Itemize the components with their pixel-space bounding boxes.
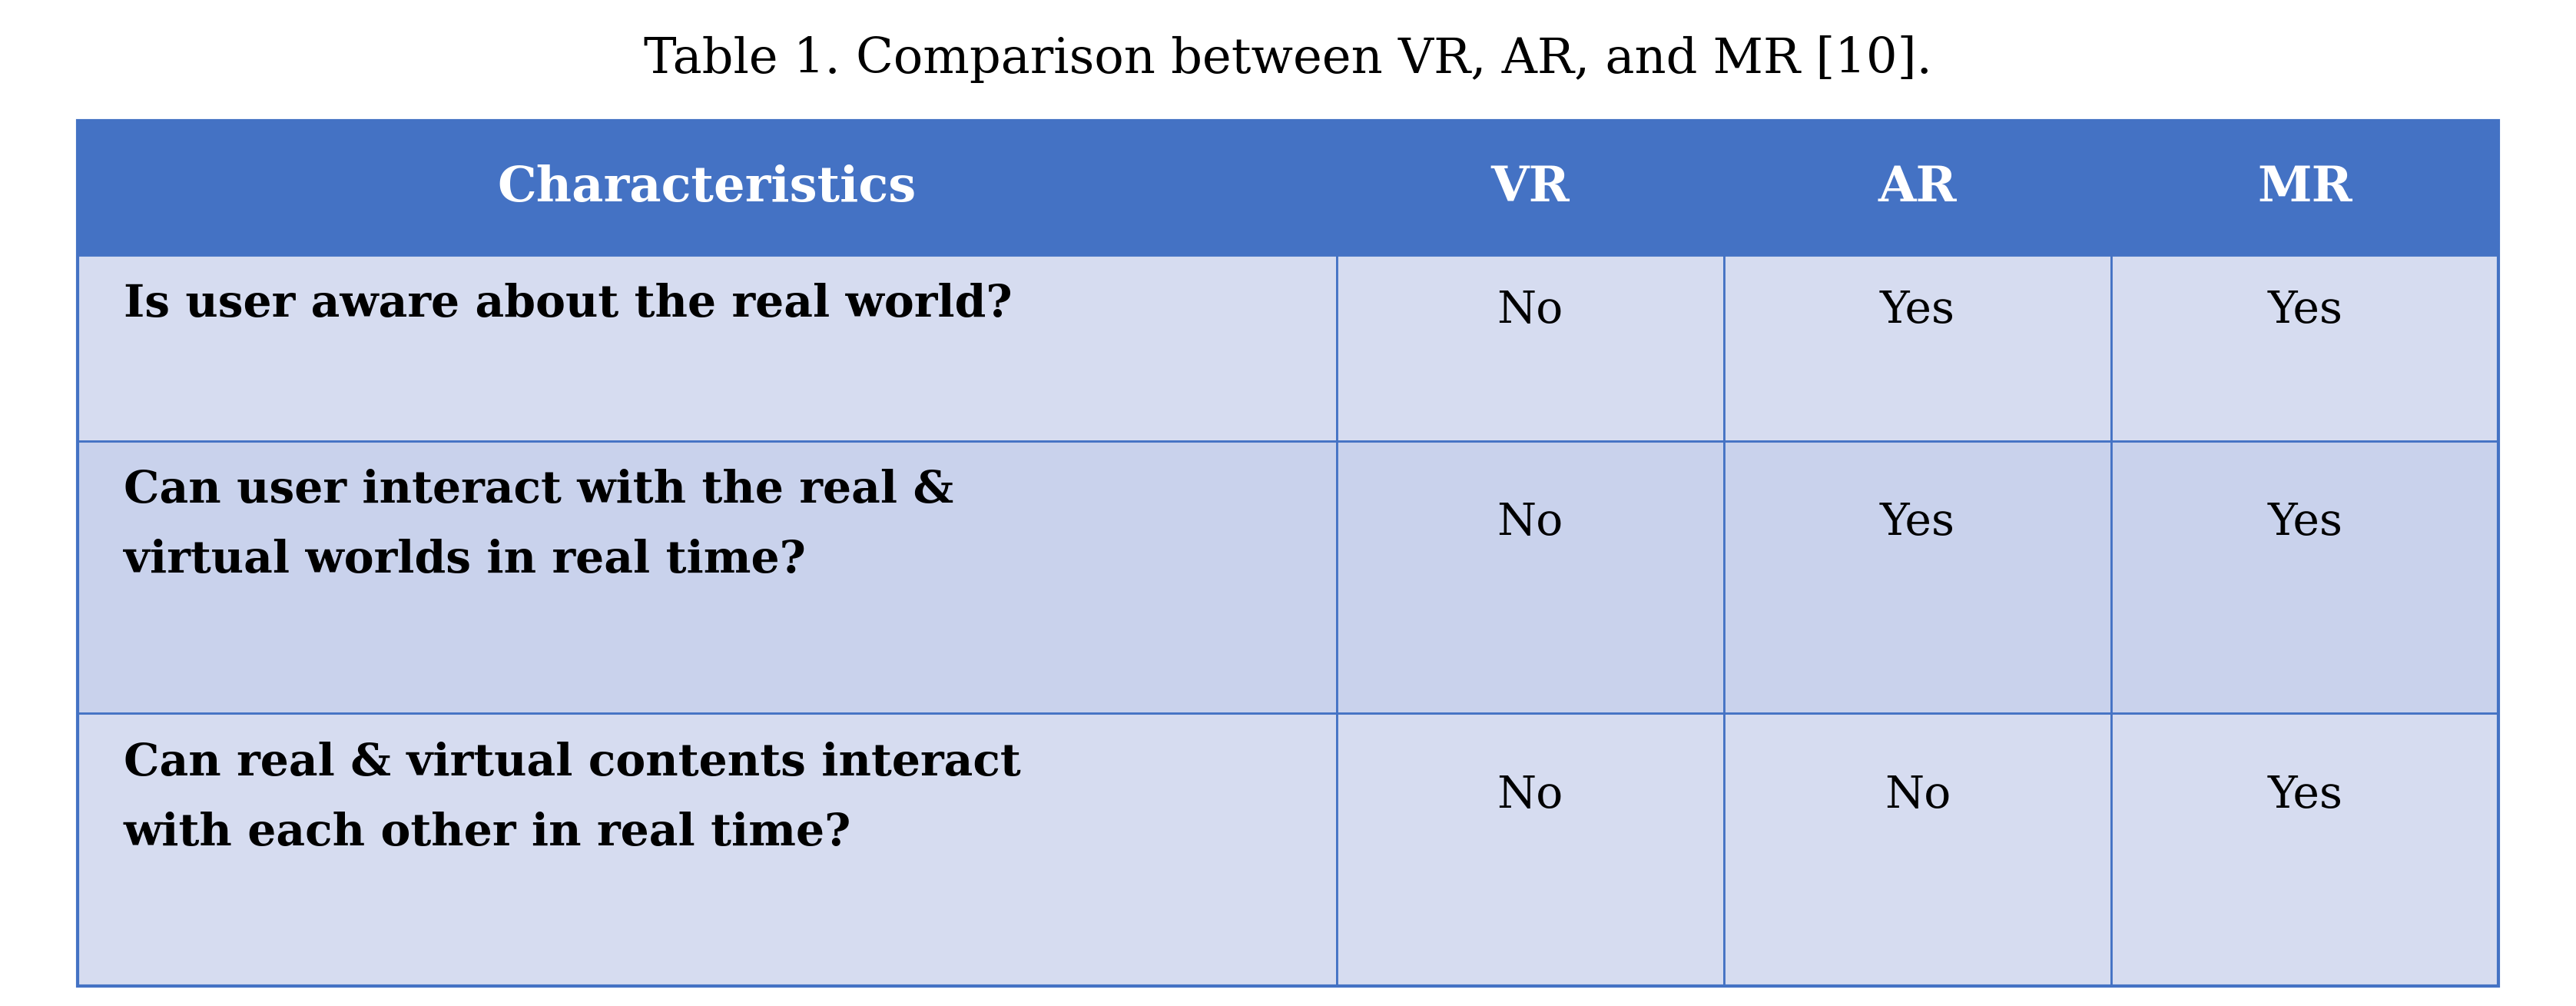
FancyBboxPatch shape: [1723, 121, 2112, 255]
Text: Is user aware about the real world?: Is user aware about the real world?: [124, 283, 1012, 326]
FancyBboxPatch shape: [2112, 255, 2499, 441]
Text: Can real & virtual contents interact
with each other in real time?: Can real & virtual contents interact wit…: [124, 741, 1020, 855]
FancyBboxPatch shape: [1337, 121, 1723, 255]
FancyBboxPatch shape: [1723, 441, 2112, 713]
FancyBboxPatch shape: [2112, 121, 2499, 255]
FancyBboxPatch shape: [1337, 713, 1723, 986]
FancyBboxPatch shape: [1337, 441, 1723, 713]
FancyBboxPatch shape: [1723, 255, 2112, 441]
Text: Yes: Yes: [1880, 289, 1955, 332]
Text: Yes: Yes: [2267, 289, 2342, 332]
Text: No: No: [1497, 501, 1564, 544]
FancyBboxPatch shape: [77, 121, 1337, 255]
Text: Can user interact with the real &
virtual worlds in real time?: Can user interact with the real & virtua…: [124, 469, 953, 582]
Text: AR: AR: [1878, 164, 1958, 211]
Text: Characteristics: Characteristics: [497, 164, 917, 211]
FancyBboxPatch shape: [1723, 713, 2112, 986]
FancyBboxPatch shape: [77, 713, 1337, 986]
FancyBboxPatch shape: [77, 255, 1337, 441]
Text: VR: VR: [1492, 164, 1569, 211]
FancyBboxPatch shape: [2112, 441, 2499, 713]
Text: Yes: Yes: [1880, 501, 1955, 544]
Text: No: No: [1886, 774, 1950, 817]
FancyBboxPatch shape: [1337, 255, 1723, 441]
Text: Yes: Yes: [2267, 501, 2342, 544]
FancyBboxPatch shape: [2112, 713, 2499, 986]
Text: Yes: Yes: [2267, 774, 2342, 817]
Text: No: No: [1497, 289, 1564, 332]
Text: MR: MR: [2257, 164, 2352, 211]
FancyBboxPatch shape: [77, 441, 1337, 713]
Text: Table 1. Comparison between VR, AR, and MR [10].: Table 1. Comparison between VR, AR, and …: [644, 35, 1932, 82]
Text: No: No: [1497, 774, 1564, 817]
